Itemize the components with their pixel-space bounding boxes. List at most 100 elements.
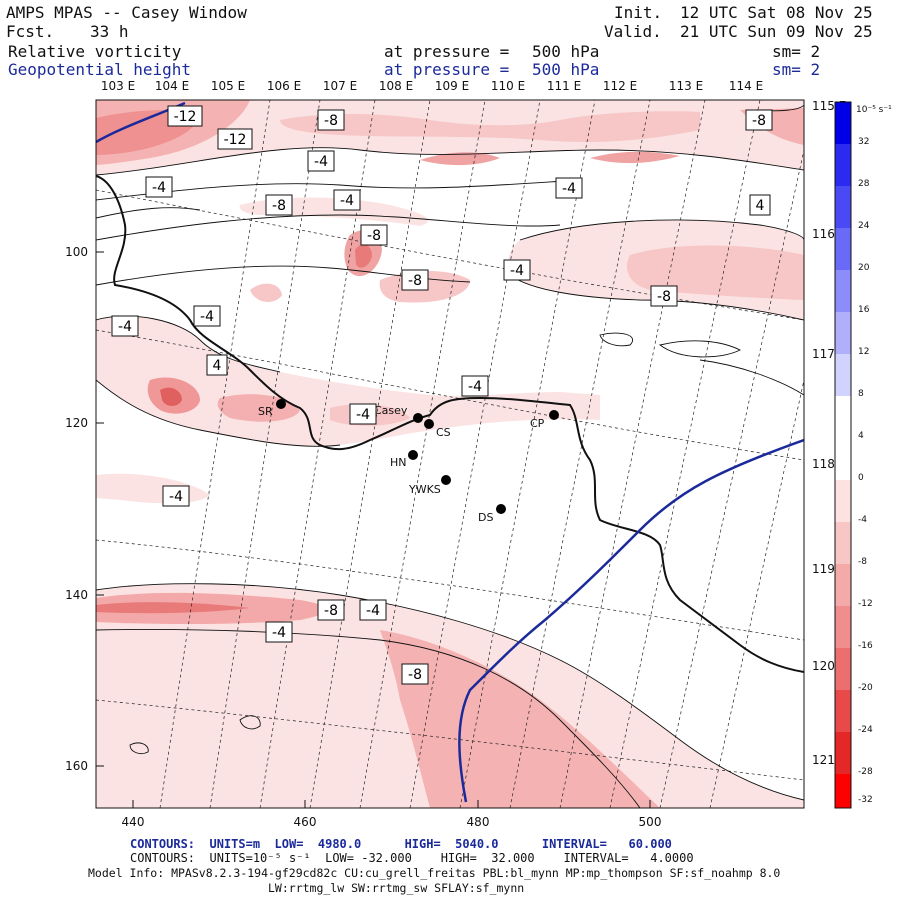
svg-text:440: 440 — [122, 815, 145, 829]
station-label-ywks: YWKS — [408, 483, 441, 496]
left-axis-ticks — [96, 251, 651, 808]
colorbar-swatch — [835, 732, 851, 774]
svg-text:20: 20 — [858, 263, 870, 273]
contour-label: -8 — [265, 194, 293, 216]
svg-text:114 E: 114 E — [729, 79, 763, 93]
svg-text:100: 100 — [65, 245, 88, 259]
contour-label: -4 — [461, 375, 489, 397]
colorbar-swatch — [835, 270, 851, 312]
colorbar-swatch — [835, 648, 851, 690]
forecast-label: Fcst. — [6, 22, 55, 41]
contour-label: -8 — [745, 109, 773, 131]
svg-text:-4: -4 — [510, 263, 524, 279]
svg-text:-4: -4 — [314, 154, 328, 170]
svg-text:480: 480 — [467, 815, 490, 829]
svg-text:140: 140 — [65, 588, 88, 602]
contour-label: -4 — [265, 621, 293, 643]
field-1-name: Relative vorticity — [8, 42, 182, 61]
contour-label: -12 — [217, 128, 253, 150]
colorbar-swatch — [835, 396, 851, 480]
colorbar-swatch — [835, 690, 851, 732]
plot-frame — [95, 99, 805, 809]
svg-text:8: 8 — [858, 389, 864, 399]
svg-text:-12: -12 — [858, 599, 873, 609]
svg-text:-8: -8 — [324, 603, 338, 619]
svg-text:108 E: 108 E — [379, 79, 413, 93]
svg-text:-24: -24 — [858, 725, 873, 735]
svg-text:-8: -8 — [858, 557, 867, 567]
svg-text:-4: -4 — [200, 309, 214, 325]
top-longitude-labels: 103 E 104 E 105 E 106 E 107 E 108 E 109 … — [101, 79, 763, 93]
station-sr-marker — [276, 399, 286, 409]
bottom-axis-labels: 440 460 480 500 — [122, 815, 662, 829]
svg-text:-4: -4 — [340, 193, 354, 209]
contour-label-boxes: -12 -12 -8 -8 -8 -8 -8 -8 -8 -8 -4 -4 -4… — [111, 105, 773, 685]
contour-label: -8 — [401, 269, 429, 291]
contour-label: 4 — [206, 354, 228, 376]
station-label-casey: Casey — [374, 404, 408, 417]
svg-text:-4: -4 — [468, 379, 482, 395]
svg-text:-4: -4 — [118, 319, 132, 335]
svg-text:104 E: 104 E — [155, 79, 189, 93]
svg-text:-8: -8 — [752, 113, 766, 129]
svg-text:500: 500 — [639, 815, 662, 829]
left-axis-labels: 100 120 140 160 — [65, 245, 88, 773]
field-1-smooth: sm= 2 — [772, 42, 821, 61]
svg-text:-28: -28 — [858, 767, 873, 777]
svg-text:4: 4 — [756, 198, 765, 214]
svg-text:-8: -8 — [272, 198, 286, 214]
colorbar-swatch — [835, 480, 851, 522]
contour-label: -4 — [111, 315, 139, 337]
colorbar-labels: 10⁻⁵ s⁻¹ 32 28 24 20 16 12 8 4 0 -4 -8 -… — [856, 105, 892, 805]
contour-label: -8 — [317, 599, 345, 621]
forecast-hours: 33 h — [90, 22, 129, 41]
station-cs-marker — [424, 419, 434, 429]
valid-label: Valid. — [604, 22, 662, 41]
svg-text:12: 12 — [858, 347, 869, 357]
svg-text:-8: -8 — [408, 273, 422, 289]
field-2-smooth: sm= 2 — [772, 60, 821, 79]
contour-label: -4 — [503, 259, 531, 281]
svg-text:110 E: 110 E — [491, 79, 525, 93]
init-time: 12 UTC Sat 08 Nov 25 — [680, 3, 873, 22]
svg-text:-12: -12 — [224, 132, 247, 148]
station-casey-marker — [413, 413, 423, 423]
svg-text:-8: -8 — [408, 667, 422, 683]
station-label-ds: DS — [478, 511, 493, 524]
field-2-pressure-label: at pressure = — [384, 60, 510, 79]
contour-label: -8 — [401, 663, 429, 685]
footer-line-1: CONTOURS: UNITS=m LOW= 4980.0 HIGH= 5040… — [130, 837, 672, 851]
contour-label: -4 — [555, 177, 583, 199]
svg-text:-8: -8 — [324, 113, 338, 129]
svg-text:107 E: 107 E — [323, 79, 357, 93]
colorbar-swatch — [835, 774, 851, 808]
graticule — [96, 100, 804, 808]
svg-text:-16: -16 — [858, 641, 873, 651]
colorbar-swatch — [835, 354, 851, 396]
station-markers — [276, 399, 559, 514]
svg-text:-4: -4 — [562, 181, 576, 197]
contour-label: -8 — [650, 285, 678, 307]
station-cp-marker — [549, 410, 559, 420]
contour-label: -4 — [359, 599, 387, 621]
station-ds-marker — [496, 504, 506, 514]
footer-physics-info: LW:rrtmg_lw SW:rrtmg_sw SFLAY:sf_mynn — [268, 881, 525, 895]
contour-label: -4 — [193, 305, 221, 327]
station-hn-marker — [408, 450, 418, 460]
station-label-hn: HN — [390, 456, 407, 469]
contour-label: -12 — [167, 105, 203, 127]
colorbar-unit: 10⁻⁵ s⁻¹ — [856, 105, 892, 115]
svg-text:16: 16 — [858, 305, 870, 315]
svg-text:-4: -4 — [169, 489, 183, 505]
station-label-cp: CP — [530, 417, 545, 430]
contour-label: -4 — [349, 403, 377, 425]
colorbar-swatch — [835, 228, 851, 270]
footer-model-info: Model Info: MPASv8.2.3-194-gf29cd82c CU:… — [88, 866, 781, 880]
field-2-name: Geopotential height — [8, 60, 192, 79]
contour-label: -8 — [360, 224, 388, 246]
valid-time: 21 UTC Sun 09 Nov 25 — [680, 22, 873, 41]
svg-text:103 E: 103 E — [101, 79, 135, 93]
svg-text:106 E: 106 E — [267, 79, 301, 93]
init-label: Init. — [614, 3, 663, 22]
contour-label: -4 — [333, 189, 361, 211]
